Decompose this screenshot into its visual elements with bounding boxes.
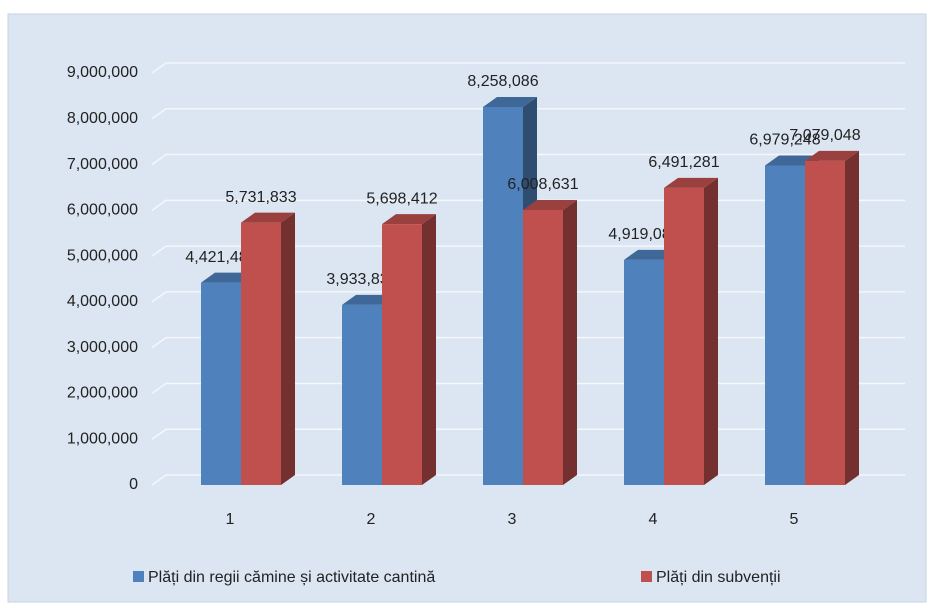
bar-side <box>845 150 859 485</box>
legend-swatch <box>641 571 652 582</box>
bar-side <box>563 199 577 485</box>
data-label: 8,258,086 <box>467 73 538 90</box>
data-label: 5,731,833 <box>225 189 296 206</box>
grid-line <box>151 199 905 211</box>
legend-label: Plăți din regii cămine și activitate can… <box>148 569 435 586</box>
bar <box>382 224 422 486</box>
y-tick-label: 6,000,000 <box>67 202 138 219</box>
data-label: 5,698,412 <box>366 190 437 207</box>
data-label: 6,979,248 <box>749 132 820 149</box>
y-tick-label: 7,000,000 <box>67 156 138 173</box>
bar-top <box>805 150 859 161</box>
x-tick-label: 2 <box>367 511 376 528</box>
bar-top <box>664 177 718 188</box>
bar-top <box>382 214 436 225</box>
bar-side <box>422 214 436 486</box>
y-tick-label: 3,000,000 <box>67 339 138 356</box>
bar <box>765 165 805 485</box>
y-tick-label: 4,000,000 <box>67 293 138 310</box>
x-tick-label: 4 <box>649 511 658 528</box>
data-label: 6,491,281 <box>648 154 719 171</box>
grid-line <box>151 62 905 74</box>
data-label: 4,919,083 <box>608 226 679 243</box>
data-label: 7,079,048 <box>789 127 860 144</box>
bar <box>342 304 382 485</box>
y-tick-label: 5,000,000 <box>67 247 138 264</box>
grid-line <box>151 108 905 120</box>
bar <box>483 106 523 486</box>
bar <box>624 259 664 485</box>
data-label: 4,421,481 <box>185 249 256 266</box>
data-label: 3,933,831 <box>326 271 397 288</box>
x-tick-label: 5 <box>790 511 799 528</box>
data-label: 6,008,631 <box>507 176 578 193</box>
bar <box>201 282 241 485</box>
y-tick-label: 9,000,000 <box>67 64 138 81</box>
x-tick-label: 3 <box>508 511 517 528</box>
bar <box>805 160 845 485</box>
x-tick-label: 1 <box>226 511 235 528</box>
y-tick-label: 8,000,000 <box>67 110 138 127</box>
bar-top <box>483 96 537 107</box>
bar-top <box>523 199 577 210</box>
bar-side <box>704 177 718 486</box>
y-tick-label: 1,000,000 <box>67 430 138 447</box>
legend-swatch <box>133 571 144 582</box>
bar <box>523 209 563 485</box>
grid-line <box>151 245 905 257</box>
y-tick-label: 2,000,000 <box>67 385 138 402</box>
bar-top <box>241 212 295 223</box>
grid-line <box>151 153 905 166</box>
legend-label: Plăți din subvenții <box>656 569 781 586</box>
bar <box>664 187 704 486</box>
bar <box>241 222 281 485</box>
y-tick-label: 0 <box>129 476 138 493</box>
bar-side <box>281 212 295 485</box>
